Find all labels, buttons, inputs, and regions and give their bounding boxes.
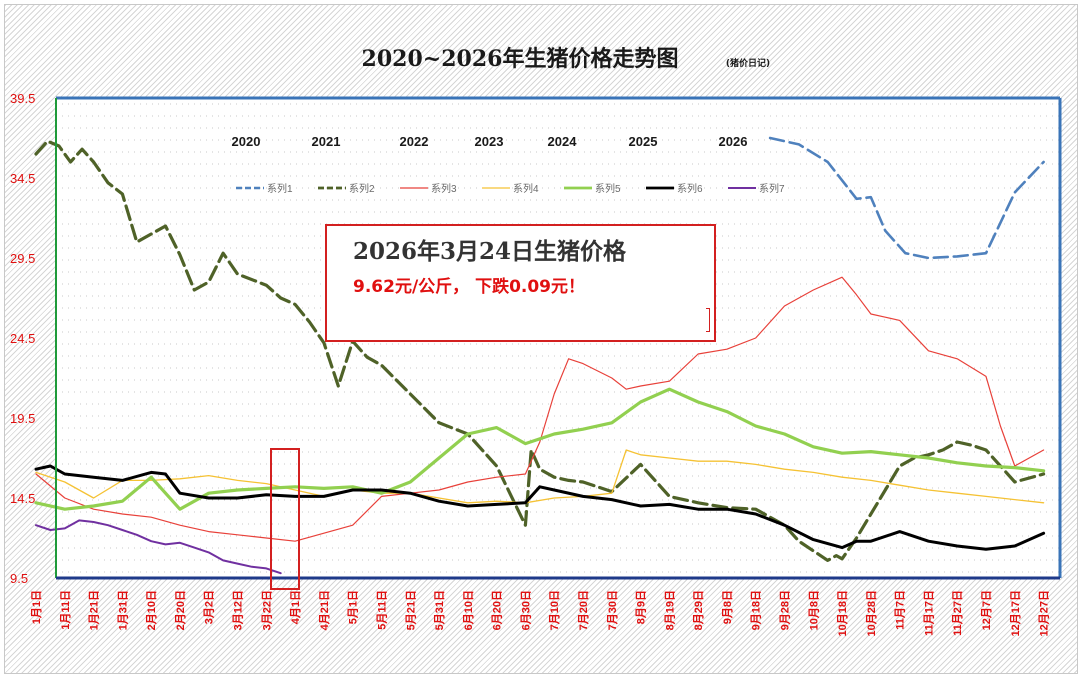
- x-tick-label: 8月9日: [635, 590, 648, 624]
- legend-label: 系列3: [431, 182, 457, 195]
- series-line-3: [35, 276, 1045, 542]
- year-label: 2024: [548, 134, 578, 149]
- x-tick-label: 5月11日: [375, 590, 388, 630]
- y-tick-label: 9.5: [10, 571, 28, 586]
- legend-label: 系列7: [759, 182, 785, 195]
- y-tick-label: 24.5: [10, 331, 35, 346]
- series-line-4: [35, 449, 1045, 504]
- year-label: 2021: [312, 134, 341, 149]
- y-tick-label: 29.5: [10, 251, 35, 266]
- callout-mark: [706, 308, 710, 332]
- x-axis-ticks: 1月1日 1月11日 1月21日 1月31日 2月10日 2月20日 3月2日 3月12日 3月…: [30, 590, 1051, 636]
- series-line-6: [34, 464, 1046, 551]
- year-label: 2022: [400, 134, 429, 149]
- y-tick-label: 39.5: [10, 91, 35, 106]
- x-tick-label: 8月29日: [692, 590, 705, 630]
- x-tick-label: 9月18日: [750, 590, 763, 630]
- x-tick-label: 8月19日: [663, 590, 676, 630]
- x-tick-label: 5月1日: [347, 590, 360, 624]
- x-tick-label: 1月21日: [88, 590, 101, 630]
- x-tick-label: 4月21日: [318, 590, 331, 630]
- x-tick-label: 7月20日: [577, 590, 590, 630]
- x-tick-label: 4月1日: [289, 590, 302, 624]
- chart-title: 2020~2026年生猪价格走势图: [362, 46, 679, 72]
- year-label: 2023: [475, 134, 504, 149]
- x-tick-label: 3月22日: [260, 590, 273, 630]
- legend-label: 系列1: [267, 182, 293, 195]
- series-line-1: [768, 136, 1045, 260]
- x-tick-label: 7月30日: [606, 590, 619, 630]
- x-tick-label: 10月8日: [807, 590, 820, 630]
- x-tick-label: 12月7日: [980, 590, 993, 630]
- legend-label: 系列6: [677, 182, 703, 195]
- year-label: 2020: [232, 134, 261, 149]
- chart-subtitle: (猪价日记): [726, 57, 770, 69]
- x-tick-label: 9月8日: [721, 590, 734, 624]
- series-line-7: [35, 519, 282, 575]
- y-tick-label: 14.5: [10, 491, 35, 506]
- x-tick-label: 1月31日: [116, 590, 129, 630]
- series-line-2: [34, 139, 1046, 563]
- year-label: 2026: [719, 134, 748, 149]
- y-axis-ticks: 39.5 34.5 29.5 24.5 19.5 14.5 9.5: [10, 91, 35, 586]
- x-tick-label: 3月2日: [203, 590, 216, 624]
- x-tick-label: 2月20日: [174, 590, 187, 630]
- x-tick-label: 6月20日: [491, 590, 504, 630]
- year-label: 2025: [629, 134, 658, 149]
- series-group: [34, 136, 1046, 575]
- x-tick-label: 10月18日: [836, 590, 849, 636]
- legend: 系列1 系列2 系列3 系列4 系列5 系列6 系列7: [236, 182, 785, 195]
- x-tick-label: 7月10日: [548, 590, 561, 630]
- callout-title: 2026年3月24日生猪价格: [353, 238, 627, 265]
- year-labels: 2020 2021 2022 2023 2024 2025 2026: [232, 134, 748, 149]
- y-tick-label: 19.5: [10, 411, 35, 426]
- x-tick-label: 6月10日: [462, 590, 475, 630]
- x-tick-label: 2月10日: [145, 590, 158, 630]
- x-tick-label: 3月12日: [232, 590, 245, 630]
- x-tick-label: 1月1日: [30, 590, 43, 624]
- x-tick-label: 1月11日: [59, 590, 72, 630]
- x-tick-label: 10月28日: [865, 590, 878, 636]
- x-tick-label: 6月30日: [519, 590, 532, 630]
- price-callout: 2026年3月24日生猪价格 9.62元/公斤， 下跌0.09元！: [325, 224, 716, 342]
- x-tick-label: 5月21日: [404, 590, 417, 630]
- legend-label: 系列5: [595, 182, 621, 195]
- x-tick-label: 11月7日: [894, 590, 907, 630]
- x-tick-label: 9月28日: [779, 590, 792, 630]
- x-tick-label: 5月31日: [433, 590, 446, 630]
- x-tick-label: 12月17日: [1009, 590, 1022, 636]
- x-tick-label: 11月27日: [951, 590, 964, 636]
- highlight-box: [270, 448, 300, 590]
- callout-detail: 9.62元/公斤， 下跌0.09元！: [353, 277, 586, 297]
- legend-label: 系列4: [513, 182, 539, 195]
- legend-label: 系列2: [349, 182, 375, 195]
- x-tick-label: 11月17日: [922, 590, 935, 636]
- x-tick-label: 12月27日: [1038, 590, 1051, 636]
- plot-border: [55, 96, 1062, 580]
- y-tick-label: 34.5: [10, 171, 35, 186]
